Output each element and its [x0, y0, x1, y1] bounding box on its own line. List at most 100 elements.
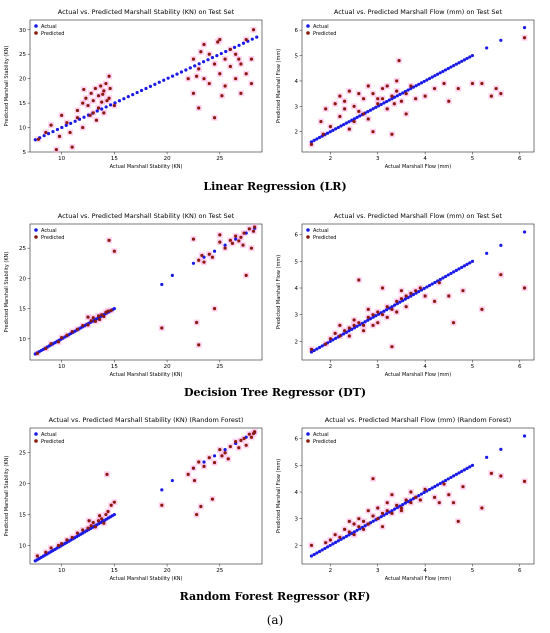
- predicted-point: [197, 106, 201, 110]
- predicted-point: [44, 346, 48, 351]
- predicted-point: [247, 227, 251, 231]
- y-tick-label: 3: [295, 517, 299, 523]
- predicted-point: [324, 107, 328, 111]
- actual-point: [379, 515, 383, 519]
- actual-series: [309, 434, 527, 558]
- y-tick-label: 2: [295, 543, 299, 549]
- x-tick-label: 3: [376, 364, 380, 370]
- predicted-point: [65, 333, 69, 337]
- actual-point: [462, 468, 466, 472]
- predicted-point: [357, 517, 361, 521]
- actual-point: [401, 91, 405, 95]
- y-tick-label: 5: [23, 150, 27, 156]
- plot-frame: [29, 19, 263, 153]
- x-tick-label: 10: [58, 568, 65, 574]
- predicted-point: [96, 519, 101, 523]
- actual-point: [309, 350, 314, 354]
- chart-title: Actual vs. Predicted Marshall Stability …: [58, 212, 235, 220]
- predicted-point: [104, 81, 108, 86]
- predicted-point: [195, 512, 199, 517]
- plot-frame: [29, 223, 263, 361]
- actual-point: [468, 261, 472, 265]
- predicted-point: [338, 334, 342, 338]
- predicted-point: [89, 524, 93, 528]
- legend-actual-label: Actual: [313, 432, 329, 438]
- predicted-point: [102, 89, 106, 93]
- actual-point: [334, 540, 338, 544]
- actual-point: [241, 41, 246, 45]
- y-tick-label: 25: [19, 246, 26, 252]
- predicted-point: [392, 102, 396, 106]
- actual-point: [438, 71, 442, 75]
- x-tick-label: 15: [111, 364, 118, 370]
- actual-point: [148, 84, 153, 88]
- predicted-point: [220, 94, 224, 98]
- predicted-point: [397, 59, 401, 63]
- predicted-point: [94, 118, 99, 122]
- legend-predicted-label: Predicted: [41, 439, 64, 445]
- actual-point: [438, 481, 442, 486]
- predicted-point: [395, 310, 399, 314]
- y-tick-label: 3: [295, 104, 299, 110]
- chart-title: Actual vs. Predicted Marshall Flow (mm) …: [334, 212, 503, 220]
- predicted-point: [105, 472, 109, 476]
- actual-point: [188, 66, 192, 70]
- predicted-point: [395, 79, 399, 83]
- x-tick-label: 5: [471, 364, 475, 370]
- predicted-point: [461, 485, 465, 489]
- lr-stability-svg: Actual vs. Predicted Marshall Stability …: [4, 8, 263, 170]
- legend-predicted-marker: [34, 31, 38, 35]
- chart-title: Actual vs. Predicted Marshall Flow (mm) …: [334, 8, 503, 16]
- y-axis-label: Predicted Marshall Flow (mm): [276, 459, 282, 533]
- actual-point: [157, 80, 161, 84]
- actual-point: [444, 478, 448, 483]
- actual-point: [350, 531, 354, 535]
- actual-point: [449, 475, 453, 480]
- predicted-point: [333, 533, 337, 537]
- predicted-point: [218, 448, 222, 452]
- figure-label: (a): [266, 613, 284, 627]
- actual-point: [499, 38, 503, 42]
- predicted-point: [207, 252, 211, 256]
- predicted-point: [212, 116, 217, 120]
- predicted-point: [366, 315, 370, 319]
- predicted-point: [432, 299, 437, 303]
- predicted-point: [86, 526, 90, 530]
- predicted-point: [395, 89, 399, 93]
- x-tick-label: 20: [164, 156, 171, 162]
- predicted-point: [86, 315, 90, 319]
- predicted-point: [390, 493, 394, 497]
- predicted-point: [82, 87, 86, 92]
- x-tick-label: 5: [471, 568, 475, 574]
- actual-point: [82, 115, 86, 119]
- actual-point: [427, 487, 432, 492]
- predicted-point: [108, 86, 112, 91]
- predicted-point: [489, 471, 493, 475]
- predicted-point: [399, 506, 404, 510]
- predicted-point: [75, 108, 80, 113]
- predicted-point: [347, 127, 351, 131]
- predicted-point: [385, 509, 389, 513]
- actual-point: [457, 61, 461, 65]
- actual-point: [328, 130, 332, 134]
- predicted-point: [230, 241, 235, 245]
- predicted-point: [480, 81, 484, 86]
- plot-frame: [301, 427, 535, 565]
- predicted-point: [522, 286, 527, 290]
- actual-point: [325, 545, 330, 549]
- actual-point: [454, 268, 458, 272]
- y-tick-label: 6: [295, 233, 299, 239]
- actual-point: [117, 99, 122, 103]
- predicted-point: [357, 321, 361, 325]
- predicted-point: [338, 94, 342, 98]
- y-tick-label: 5: [295, 54, 299, 60]
- actual-point: [184, 68, 188, 72]
- predicted-point: [461, 289, 465, 293]
- legend-actual-label: Actual: [41, 24, 57, 30]
- predicted-point: [380, 313, 385, 317]
- predicted-point: [390, 94, 394, 98]
- actual-point: [342, 332, 346, 336]
- actual-point: [320, 548, 324, 552]
- actual-point: [350, 327, 354, 331]
- halo-layer: [308, 34, 528, 148]
